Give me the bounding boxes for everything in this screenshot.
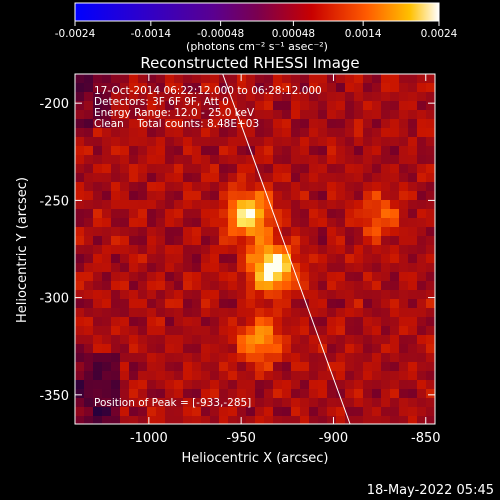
colorbar-tick-label: 0.00048 [272, 28, 315, 40]
footer-date: 18-May-2022 05:45 [366, 483, 494, 498]
y-axis-label: Heliocentric Y (arcsec) [15, 177, 30, 323]
detectors-label: Detectors: 3F 6F 9F, Att 0 [94, 96, 229, 108]
colorbar [74, 2, 440, 22]
colorbar-tick-label: 0.0024 [421, 28, 458, 40]
y-tick-label: -300 [39, 292, 69, 307]
y-tick-label: -200 [39, 97, 69, 112]
x-tick-label: -1000 [130, 431, 168, 446]
energy-range-label: Energy Range: 12.0 - 25.0 keV [94, 107, 255, 119]
colorbar-tick-label: -0.0024 [55, 28, 96, 40]
x-tick-label: -950 [226, 431, 256, 446]
colorbar-units: (photons cm⁻² s⁻¹ asec⁻²) [186, 40, 328, 53]
clean-counts-label: Clean Total counts: 8.48E+03 [94, 118, 260, 130]
y-tick-label: -350 [39, 389, 69, 404]
time-range-label: 17-Oct-2014 06:22:12.000 to 06:28:12.000 [94, 85, 322, 97]
x-tick-label: -900 [319, 431, 349, 446]
x-axis-label: Heliocentric X (arcsec) [182, 451, 329, 466]
plot-frame [74, 73, 436, 425]
y-tick-label: -250 [39, 194, 69, 209]
chart-title: Reconstructed RHESSI Image [140, 54, 359, 72]
peak-position-label: Position of Peak = [-933,-285] [94, 397, 252, 409]
colorbar-tick-label: 0.0014 [345, 28, 382, 40]
colorbar-tick-label: -0.00048 [197, 28, 244, 40]
colorbar-tick-label: -0.0014 [131, 28, 172, 40]
x-tick-label: -850 [411, 431, 441, 446]
solar-limb-line [222, 74, 351, 424]
